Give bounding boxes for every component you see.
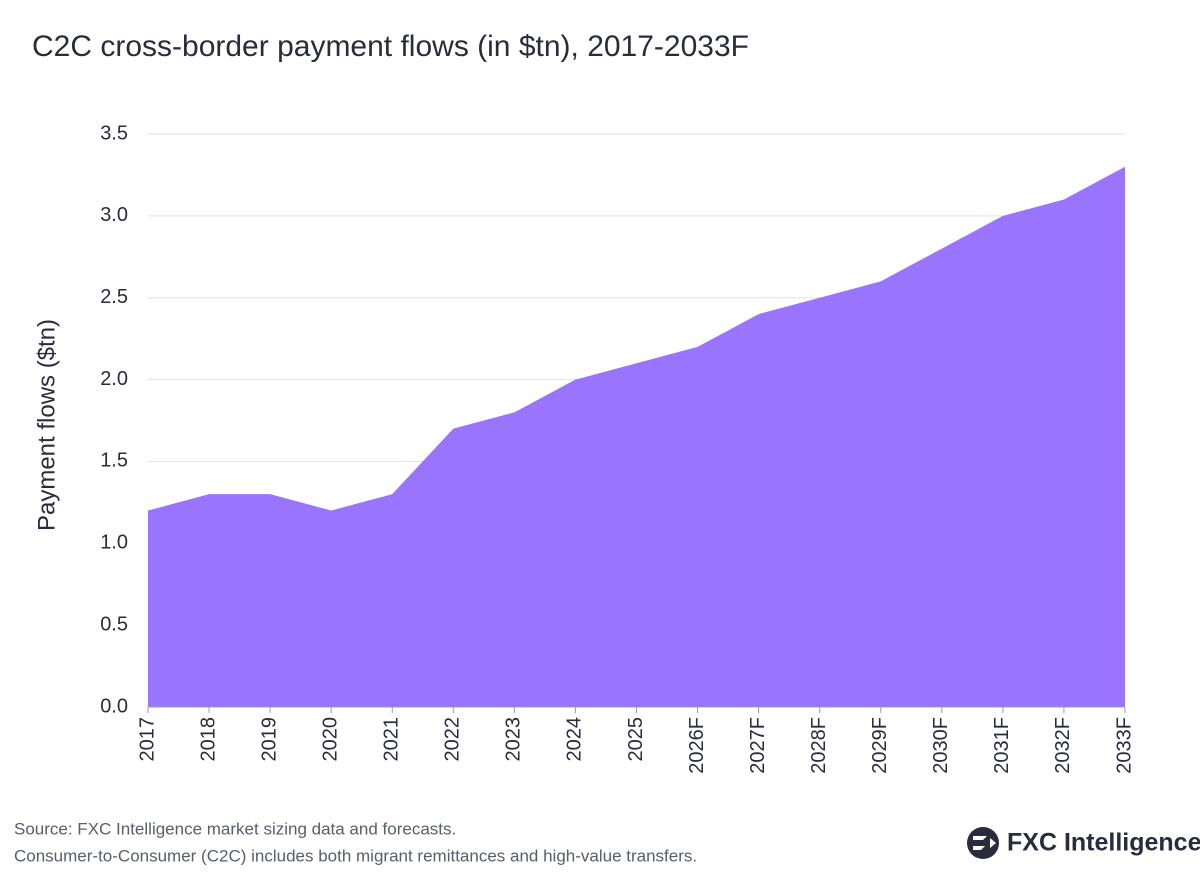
x-tick-label: 2017 [136, 717, 158, 762]
x-tick-label: 2029F [869, 717, 891, 774]
x-tick-label: 2021 [381, 717, 403, 762]
y-tick-label: 1.0 [100, 532, 128, 554]
y-tick-label: 0.0 [100, 695, 128, 717]
y-tick-label: 1.5 [100, 450, 128, 472]
x-tick-label: 2022 [442, 717, 464, 762]
x-tick-label: 2028F [808, 717, 830, 774]
x-tick-label: 2030F [930, 717, 952, 774]
x-tick-label: 2031F [991, 717, 1013, 774]
logo-text: FXC Intelligence [1007, 829, 1200, 857]
x-tick-label: 2018 [197, 717, 219, 762]
area [148, 166, 1125, 707]
y-tick-label: 2.5 [100, 286, 128, 308]
y-axis-label: Payment flows ($tn) [33, 319, 60, 531]
x-tick-label: 2023 [503, 717, 525, 762]
x-tick-label: 2026F [686, 717, 708, 774]
y-tick-label: 0.5 [100, 613, 128, 635]
y-tick-label: 3.0 [100, 204, 128, 226]
x-tick-label: 2032F [1052, 717, 1074, 774]
logo-icon [967, 827, 999, 859]
x-tick-label: 2027F [747, 717, 769, 774]
definition-note: Consumer-to-Consumer (C2C) includes both… [14, 846, 697, 865]
y-tick-label: 3.5 [100, 122, 128, 144]
x-tick-label: 2019 [258, 717, 280, 762]
x-tick-label: 2024 [564, 717, 586, 762]
x-tick-label: 2020 [319, 717, 341, 762]
chart-title: C2C cross-border payment flows (in $tn),… [32, 30, 749, 63]
x-tick-label: 2033F [1113, 717, 1135, 774]
y-tick-label: 2.0 [100, 368, 128, 390]
source-note: Source: FXC Intelligence market sizing d… [14, 819, 456, 838]
x-tick-label: 2025 [625, 717, 647, 762]
